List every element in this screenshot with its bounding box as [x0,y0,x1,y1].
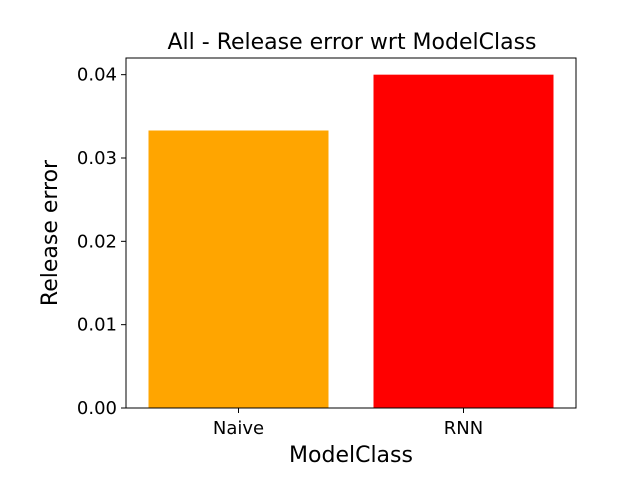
y-tick-label: 0.01 [77,315,117,336]
y-tick-label: 0.03 [77,148,117,169]
x-axis-label: ModelClass [289,443,413,468]
y-tick-label: 0.00 [77,398,117,419]
y-tick-label: 0.04 [77,65,117,86]
x-tick-label: RNN [444,418,483,439]
bar-naive [148,130,329,408]
y-axis-label: Release error [38,159,63,306]
y-tick-label: 0.02 [77,231,117,252]
bars-group [148,74,554,409]
x-axis-ticks: Naive RNN [213,408,483,439]
chart-title: All - Release error wrt ModelClass [168,30,537,55]
plot-frame [125,57,577,409]
x-tick-label: Naive [213,418,264,439]
y-axis-ticks: 0.00 0.01 0.02 0.03 0.04 [77,65,126,419]
bar-rnn [373,74,554,409]
